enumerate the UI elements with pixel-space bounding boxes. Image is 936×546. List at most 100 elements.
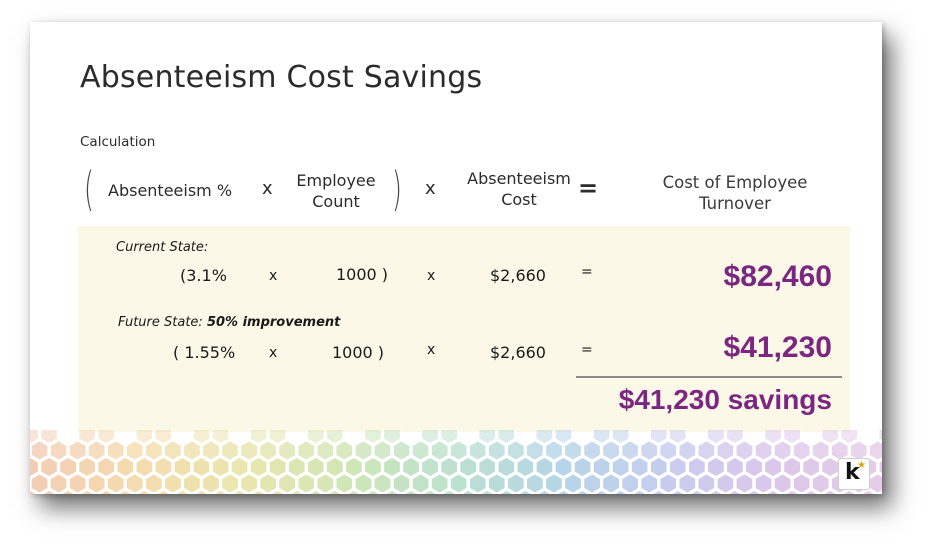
hexagon-tile (801, 456, 821, 478)
hexagon-tile (192, 456, 211, 478)
hexagon-tile (601, 439, 621, 462)
hexagon-tile (325, 456, 345, 478)
hexagon-tile (39, 456, 59, 478)
future-state-times-2: x (427, 342, 436, 358)
hexagon-tile (220, 439, 240, 462)
hexagon-tile (669, 489, 687, 494)
hexagon-tile (392, 439, 412, 462)
hexagon-tile (153, 430, 173, 445)
hexagon-tile (106, 439, 126, 462)
savings-total: $41,230 savings (618, 384, 832, 415)
hexagon-tile (315, 472, 335, 494)
hexagon-tile (249, 456, 269, 478)
hexagon-tile (87, 439, 107, 462)
hexagon-tile (315, 439, 335, 462)
formula-absenteeism-pct: Absenteeism % (108, 181, 233, 200)
hexagon-tile (430, 439, 450, 462)
hexagon-tile (106, 472, 126, 494)
hexagon-tile (77, 456, 97, 478)
hexagon-tile (239, 472, 259, 494)
hexagon-tile (754, 439, 774, 462)
current-state-pct: (3.1% (180, 266, 227, 285)
future-state-count: 1000 ) (332, 343, 385, 362)
hexagon-tile (363, 430, 383, 445)
formula-result: Cost of Employee Turnover (642, 172, 828, 214)
hexagon-tile (201, 472, 221, 494)
slide-title: Absenteeism Cost Savings (80, 60, 483, 95)
hexagon-tile (326, 489, 344, 494)
brand-logo: k ★ (838, 458, 870, 490)
hexagon-tile (650, 489, 668, 494)
hexagon-tile (40, 489, 58, 494)
hexagon-tile (515, 456, 535, 478)
future-state-cost: $2,660 (490, 343, 546, 362)
hexagon-tile (96, 430, 116, 445)
hexagon-tile (877, 459, 882, 475)
hexagon-tile (96, 456, 116, 478)
hexagon-tile (68, 472, 88, 494)
hexagon-tile (439, 430, 459, 445)
hexagon-tile (306, 430, 326, 445)
calculation-band (78, 226, 850, 432)
hexagon-tile (611, 456, 631, 478)
hexagon-tile (593, 489, 611, 494)
hexagon-tile (783, 489, 801, 494)
hexagon-tile (134, 430, 154, 445)
hexagon-tile (668, 456, 688, 478)
formula-times-1: x (262, 178, 273, 199)
formula-employee-count: Employee Count (286, 170, 386, 212)
future-state-times-1: x (269, 345, 278, 361)
hexagon-tile (411, 472, 431, 494)
hexagon-tile (125, 472, 145, 494)
hexagon-tile (582, 472, 602, 494)
hexagon-tile (144, 472, 164, 494)
logo-star-icon: ★ (857, 460, 866, 471)
hexagon-tile (459, 489, 477, 494)
future-state-improvement: 50% improvement (206, 315, 341, 330)
hexagon-tile (792, 472, 812, 494)
hexagon-tile (535, 489, 553, 494)
hexagon-tile (97, 489, 115, 494)
hexagon-tile (258, 472, 278, 494)
hexagon-tile (707, 489, 725, 494)
hexagon-tile (639, 439, 659, 462)
hexagon-tile (296, 472, 316, 494)
hexagon-tile (592, 456, 612, 478)
current-state-equals: = (581, 264, 593, 280)
hexagon-tile (173, 456, 192, 478)
hexagon-tile (687, 456, 707, 478)
hexagon-tile (268, 430, 288, 445)
hexagon-tile (487, 439, 507, 462)
hexagon-tile (820, 456, 840, 478)
hexagon-tile (77, 430, 97, 445)
hexagon-tile (192, 430, 211, 445)
hexagon-tile (211, 456, 230, 478)
hexagon-tile (592, 430, 612, 445)
hexagon-tile (612, 489, 630, 494)
hexagon-tile (773, 439, 793, 462)
formula-open-paren: ( (84, 162, 94, 216)
hexagon-tile (372, 439, 392, 462)
hexagon-tile (287, 456, 307, 478)
hexagon-tile (792, 439, 812, 462)
hexagon-tile (620, 472, 640, 494)
hexagon-tile (477, 430, 497, 445)
hexagon-tile (477, 456, 497, 478)
current-state-times-1: x (269, 268, 278, 284)
hexagon-tile (506, 439, 526, 462)
hexagon-tile (115, 456, 135, 478)
formula-absenteeism-cost-line2: Cost (501, 190, 537, 209)
hexagon-tile (420, 430, 440, 445)
hexagon-tile (696, 439, 716, 462)
hexagon-tile (392, 472, 412, 494)
hexagon-tile (525, 439, 545, 462)
hexagon-tile (163, 472, 183, 494)
hexagon-tile (201, 439, 221, 462)
hexagon-tile (668, 430, 688, 445)
hexagon-tile (30, 439, 50, 462)
formula-absenteeism-cost: Absenteeism Cost (458, 168, 580, 210)
hexagon-tile (574, 489, 592, 494)
hexagon-tile (288, 489, 306, 494)
calculation-label: Calculation (80, 134, 156, 150)
hexagon-tile (430, 472, 450, 494)
